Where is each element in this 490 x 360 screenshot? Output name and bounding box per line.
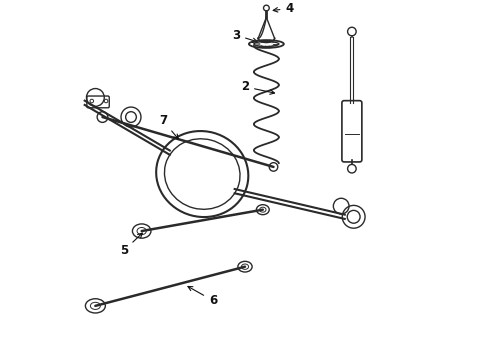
Text: 3: 3 — [232, 28, 257, 42]
Text: 7: 7 — [159, 114, 178, 139]
Text: 2: 2 — [241, 80, 274, 94]
Text: 6: 6 — [188, 287, 217, 307]
Text: 5: 5 — [120, 233, 142, 257]
Text: 4: 4 — [273, 2, 294, 15]
